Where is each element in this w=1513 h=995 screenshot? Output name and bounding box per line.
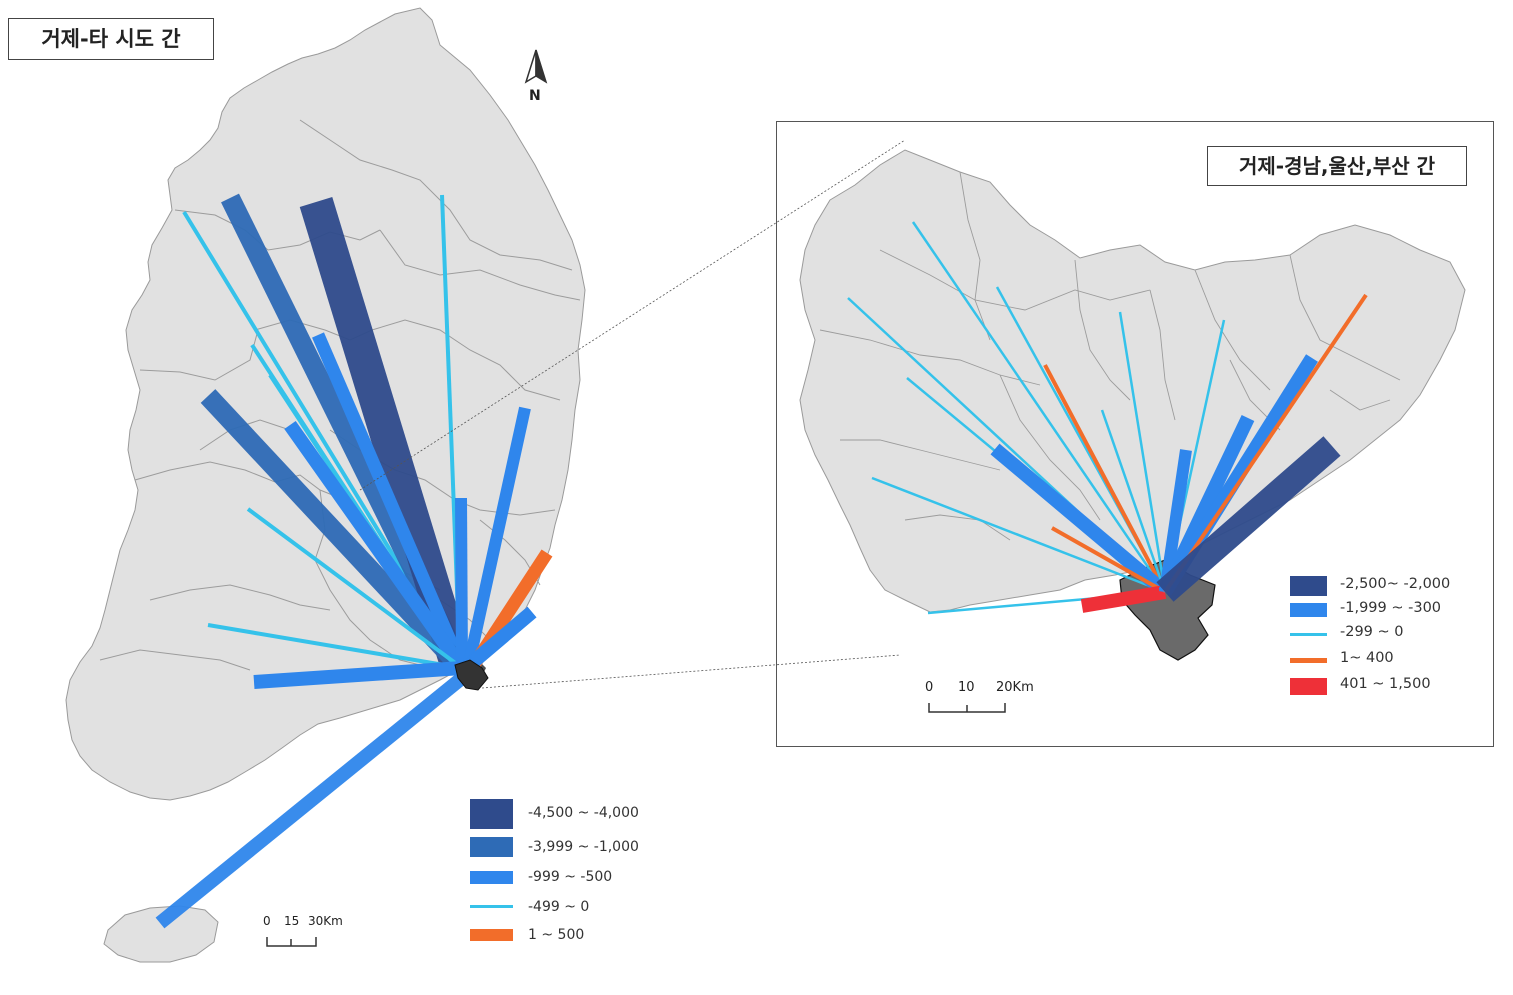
legend-label: -499 ~ 0 <box>528 899 590 915</box>
flow-central-north <box>312 332 468 671</box>
legend-swatch-box <box>470 799 513 829</box>
legend-label: -3,999 ~ -1,000 <box>528 839 639 855</box>
inset-flow-11 <box>1118 311 1167 593</box>
flow-south-east-blue <box>461 606 537 674</box>
main-scale-30: 30Km <box>308 914 343 928</box>
inset-legend: -2,500~ -2,000 -1,999 ~ -300 -299 ~ 0 1~… <box>1290 570 1490 705</box>
inset-flow-12 <box>1100 409 1167 593</box>
legend-swatch-box <box>1290 576 1327 596</box>
legend-label: -1,999 ~ -300 <box>1340 600 1442 616</box>
legend-swatch-box <box>1290 678 1327 695</box>
inset-flow-14 <box>1159 449 1192 593</box>
inset-frame <box>776 121 1494 747</box>
flow-east-blue-b <box>462 406 531 670</box>
jeju-island <box>103 905 219 963</box>
inset-flow-7 <box>990 443 1170 598</box>
inset-flow-1 <box>911 221 1167 593</box>
main-scale-bar <box>266 937 317 947</box>
legend-label: -4,500 ~ -4,000 <box>528 805 639 821</box>
legend-label: 1 ~ 500 <box>528 927 585 943</box>
legend-label: 1~ 400 <box>1340 650 1394 666</box>
legend-swatch-bar <box>470 929 513 941</box>
inset-flow-17 <box>1163 293 1368 594</box>
legend-label: -999 ~ -500 <box>528 869 613 885</box>
main-map-title: 거제-타 시도 간 <box>8 18 214 60</box>
inset-flow-lines <box>847 221 1368 615</box>
main-flow-lines <box>155 193 553 929</box>
legend-swatch-bar <box>1290 658 1327 663</box>
geoje-island-main <box>454 659 489 691</box>
main-legend: -4,500 ~ -4,000 -3,999 ~ -1,000 -999 ~ -… <box>470 795 690 955</box>
flow-west-line <box>246 507 464 670</box>
legend-label: 401 ~ 1,500 <box>1340 676 1431 692</box>
legend-label: -2,500~ -2,000 <box>1340 576 1451 592</box>
legend-swatch-bar <box>470 871 513 884</box>
flow-south-west-blue <box>253 661 463 689</box>
inset-connector-lines <box>359 139 906 689</box>
inset-flow-10 <box>1080 585 1167 613</box>
main-scale-15: 15 <box>284 914 300 928</box>
inset-flow-6 <box>871 476 1166 594</box>
legend-swatch-line <box>470 905 513 908</box>
inset-flow-18 <box>1156 436 1341 602</box>
gyeongnam-outline <box>799 149 1466 613</box>
inset-map-title: 거제-경남,울산,부산 간 <box>1207 146 1467 186</box>
flow-south-west-line <box>207 623 463 670</box>
north-label: N <box>529 88 541 104</box>
legend-swatch-box <box>470 837 513 857</box>
legend-label: -299 ~ 0 <box>1340 624 1404 640</box>
inset-scale-10: 10 <box>958 680 975 695</box>
inset-scale-bar <box>928 703 1006 713</box>
flow-jeju <box>155 672 467 929</box>
inset-flow-5 <box>1043 364 1167 593</box>
north-arrow-icon <box>524 49 548 84</box>
flow-central-blue-b <box>284 420 468 673</box>
flow-east-blue-a <box>455 497 468 669</box>
legend-swatch-box <box>1290 603 1327 617</box>
legend-swatch-line <box>1290 633 1327 636</box>
inset-flow-8 <box>1051 526 1166 594</box>
inset-scale-20: 20Km <box>996 680 1034 695</box>
inset-scale-0: 0 <box>925 680 934 695</box>
flow-west-dark <box>200 389 470 675</box>
main-scale-0: 0 <box>263 914 271 928</box>
province-boundaries <box>99 119 581 671</box>
